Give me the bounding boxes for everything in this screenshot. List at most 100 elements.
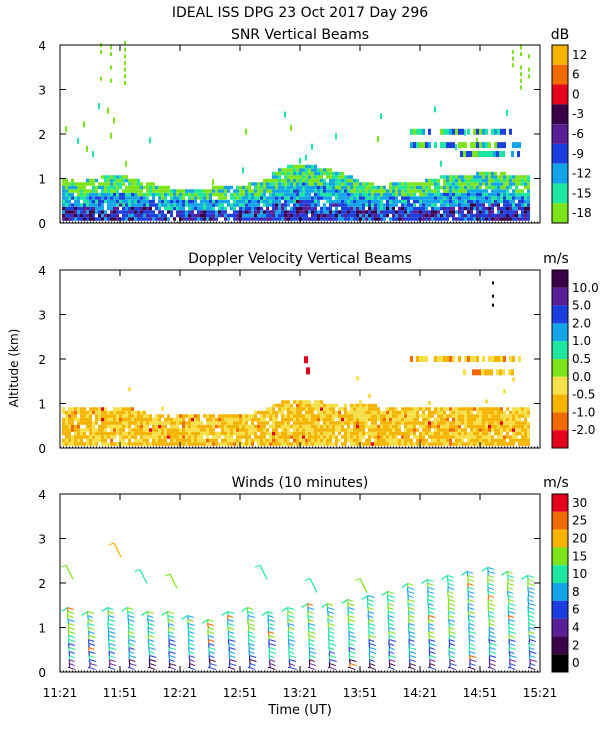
snr-cell (452, 182, 455, 186)
doppler-cell (227, 435, 230, 439)
snr-cell (323, 213, 326, 218)
snr-cell (179, 189, 182, 193)
snr-cell (512, 213, 515, 218)
snr-cell (326, 196, 329, 200)
snr-cell (302, 199, 305, 204)
doppler-cell (344, 428, 347, 432)
wind-barb-top (441, 574, 448, 580)
wind-upper-mark (113, 542, 122, 558)
doppler-cell (425, 421, 428, 425)
doppler-cell (152, 442, 155, 446)
doppler-cell (491, 421, 494, 425)
doppler-cell (305, 428, 308, 432)
snr-cell (344, 199, 347, 204)
snr-cell (398, 206, 401, 211)
snr-cell (518, 196, 521, 200)
doppler-cell (404, 424, 407, 429)
snr-cell (131, 189, 134, 193)
snr-cell (338, 189, 341, 193)
snr-cell (80, 213, 83, 218)
snr-cell (119, 178, 122, 183)
wind-barb-shaft (388, 643, 391, 648)
wind-barb-flag (389, 663, 396, 667)
doppler-cell (374, 414, 377, 418)
snr-cell (431, 189, 434, 193)
snr-cell (518, 213, 521, 218)
snr-cell (119, 199, 122, 204)
wind-barb-flag (287, 611, 294, 614)
wind-barb-flag (290, 667, 297, 671)
wind-barb-flag (487, 586, 494, 590)
doppler-cell (305, 414, 308, 418)
wind-barb-flag (428, 627, 435, 630)
snr-cell (71, 217, 74, 221)
snr-cell (188, 210, 191, 214)
doppler-cell (113, 424, 116, 429)
doppler-cell (155, 438, 158, 443)
doppler-cell (224, 438, 227, 443)
snr-cell (191, 189, 194, 193)
snr-cell (452, 213, 455, 218)
snr-cell (125, 178, 128, 183)
snr-cell (395, 185, 398, 190)
doppler-cell (119, 438, 122, 443)
snr-cell (527, 210, 530, 214)
wind-barb-shaft (147, 619, 149, 624)
wind-barb-flag (529, 667, 536, 671)
doppler-cell (470, 435, 473, 439)
doppler-cell (236, 414, 239, 418)
doppler-cell (482, 421, 485, 425)
snr-cell (338, 182, 341, 186)
snr-cell (518, 217, 521, 221)
snr-cell (104, 175, 107, 179)
doppler-cell (491, 417, 494, 422)
doppler-cell (428, 442, 431, 446)
doppler-cell (320, 407, 323, 411)
doppler-cell (482, 435, 485, 439)
snr-cell (320, 189, 323, 193)
doppler-cell (71, 435, 74, 439)
snr-cell (335, 199, 338, 204)
snr-cell (350, 199, 353, 204)
snr-cell (338, 217, 341, 221)
wind-barb-flag (529, 647, 535, 650)
snr-cell (140, 210, 143, 214)
snr-cell (527, 178, 530, 183)
wind-barb-shaft (488, 639, 491, 644)
doppler-cell (161, 424, 164, 429)
doppler-cell (473, 417, 476, 422)
snr-cell (221, 213, 224, 218)
doppler-cell (347, 435, 350, 439)
snr-cell (176, 213, 179, 218)
snr-column-speckle (110, 78, 112, 83)
snr-speckle (212, 179, 214, 186)
doppler-cell (488, 407, 491, 411)
doppler-cell (86, 435, 89, 439)
doppler-cell (329, 424, 332, 429)
doppler-cell (62, 428, 65, 432)
snr-upper-layer (425, 142, 428, 149)
wind-barb-flag (309, 667, 315, 671)
doppler-cell (347, 424, 350, 429)
snr-cell (254, 189, 257, 193)
snr-cell (194, 203, 197, 207)
doppler-cell (368, 428, 371, 432)
snr-cell (314, 206, 317, 211)
doppler-cell (104, 431, 107, 436)
snr-cell (509, 192, 512, 197)
doppler-cell (458, 410, 461, 415)
snr-cell (128, 185, 131, 190)
snr-cell (509, 210, 512, 214)
snr-cell (347, 196, 350, 200)
doppler-cell (359, 428, 362, 432)
wind-barb-flag (267, 619, 276, 622)
snr-cell (221, 196, 224, 200)
doppler-cell (470, 417, 473, 422)
doppler-cell (143, 417, 146, 422)
snr-cell (419, 199, 422, 204)
snr-cell (326, 217, 329, 221)
snr-cell (137, 196, 140, 200)
snr-cell (383, 185, 386, 190)
wind-barb-flag (328, 627, 335, 630)
snr-cell (524, 203, 527, 207)
